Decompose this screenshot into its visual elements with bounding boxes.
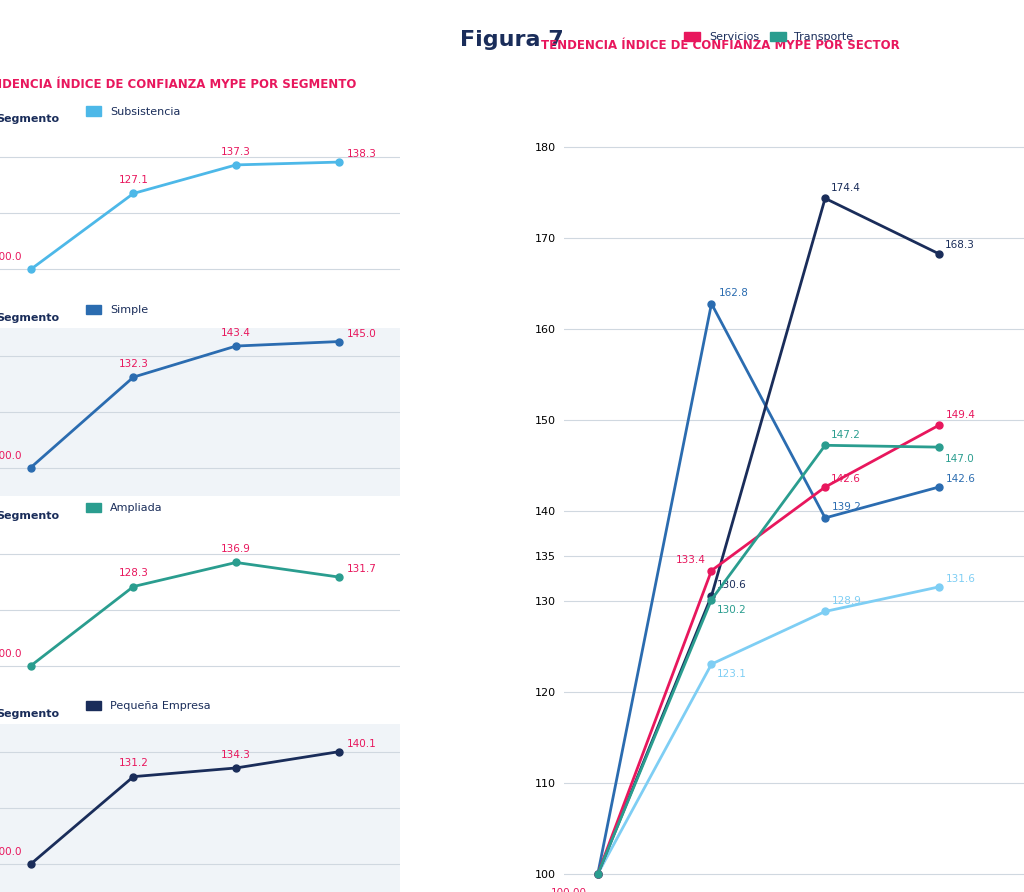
Text: 147.2: 147.2	[830, 430, 860, 440]
Text: 128.9: 128.9	[833, 596, 862, 606]
Text: 133.4: 133.4	[676, 555, 706, 565]
Text: 142.6: 142.6	[830, 475, 860, 484]
Text: 136.9: 136.9	[221, 544, 251, 554]
Text: 127.1: 127.1	[119, 175, 148, 186]
Text: 100.0: 100.0	[0, 847, 23, 857]
Text: 100.0: 100.0	[0, 252, 23, 262]
Text: 134.3: 134.3	[221, 749, 251, 760]
Text: 142.6: 142.6	[946, 475, 976, 484]
Legend: Simple: Simple	[86, 304, 148, 315]
Text: 130.6: 130.6	[717, 581, 746, 591]
Text: 147.0: 147.0	[944, 454, 974, 464]
Text: 128.3: 128.3	[119, 568, 148, 578]
Text: 123.1: 123.1	[717, 669, 746, 680]
Text: 100.00: 100.00	[551, 888, 587, 892]
Text: TENDENCIA ÍNDICE DE CONFIANZA MYPE POR SEGMENTO: TENDENCIA ÍNDICE DE CONFIANZA MYPE POR S…	[0, 78, 356, 91]
Text: Segmento: Segmento	[0, 312, 59, 323]
Text: 139.2: 139.2	[833, 502, 862, 512]
Text: Figura 7: Figura 7	[460, 30, 564, 50]
Text: 138.3: 138.3	[347, 149, 377, 160]
Text: ÍNDICE DE CONFIANZA POR SEGMENTO Y SECTOR ECONÓMICO: ÍNDICE DE CONFIANZA POR SEGMENTO Y SECTO…	[246, 97, 778, 112]
Text: TENDENCIA ÍNDICE DE CONFIANZA MYPE POR SECTOR: TENDENCIA ÍNDICE DE CONFIANZA MYPE POR S…	[541, 38, 899, 52]
Text: Segmento: Segmento	[0, 114, 59, 124]
Text: 140.1: 140.1	[347, 739, 377, 749]
Text: 162.8: 162.8	[719, 288, 749, 298]
Text: 100.0: 100.0	[0, 450, 23, 460]
Legend: Ampliada: Ampliada	[86, 503, 163, 513]
Text: 132.3: 132.3	[119, 359, 148, 368]
Text: Segmento: Segmento	[0, 511, 59, 521]
Text: 131.6: 131.6	[946, 574, 976, 584]
Text: 143.4: 143.4	[221, 327, 251, 338]
Text: 145.0: 145.0	[347, 329, 377, 339]
Text: 168.3: 168.3	[944, 240, 974, 250]
Text: 130.2: 130.2	[717, 605, 746, 615]
Legend: Pequeña Empresa: Pequeña Empresa	[86, 701, 211, 712]
Legend: Servicios, Transporte: Servicios, Transporte	[684, 32, 854, 43]
Text: 149.4: 149.4	[946, 409, 976, 420]
Text: 131.2: 131.2	[119, 758, 148, 768]
Text: 174.4: 174.4	[830, 183, 860, 193]
Text: 100.0: 100.0	[0, 648, 23, 659]
Text: 137.3: 137.3	[221, 146, 251, 157]
Text: Segmento: Segmento	[0, 709, 59, 719]
Text: 131.7: 131.7	[347, 565, 377, 574]
Legend: Subsistencia: Subsistencia	[86, 106, 180, 117]
